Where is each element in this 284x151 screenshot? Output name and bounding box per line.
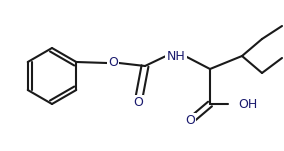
Text: OH: OH bbox=[238, 98, 257, 111]
Text: O: O bbox=[108, 56, 118, 69]
Text: NH: NH bbox=[167, 50, 185, 63]
Text: O: O bbox=[133, 96, 143, 109]
Text: O: O bbox=[185, 114, 195, 127]
